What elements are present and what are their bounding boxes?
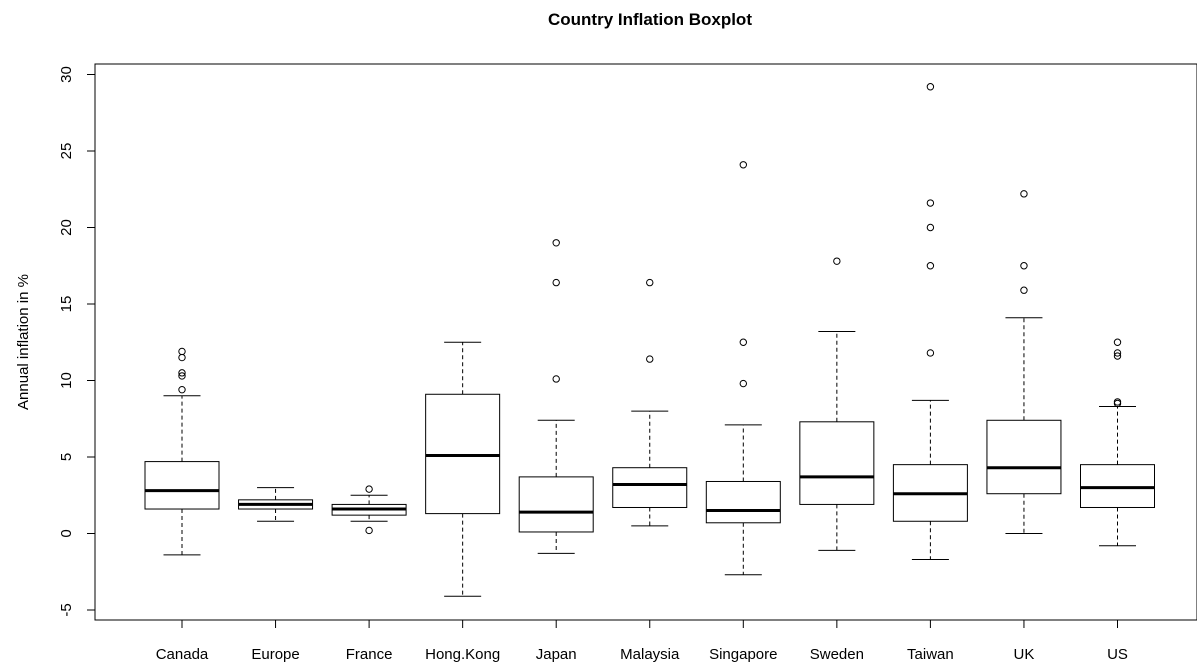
box-malaysia bbox=[612, 278, 688, 527]
outlier-point bbox=[646, 278, 654, 287]
outlier-point bbox=[178, 372, 186, 380]
outlier-point bbox=[1020, 262, 1028, 270]
x-tick-label: Malaysia bbox=[620, 646, 680, 662]
x-tick-label: Hong.Kong bbox=[425, 646, 500, 662]
box-uk bbox=[986, 190, 1062, 534]
iqr-box bbox=[612, 467, 688, 508]
box-us bbox=[1080, 338, 1155, 547]
outlier-point bbox=[926, 349, 935, 357]
iqr-box bbox=[705, 480, 781, 524]
box-canada bbox=[144, 347, 220, 556]
outlier-point bbox=[1113, 338, 1122, 346]
y-tick-label: 5 bbox=[58, 453, 75, 461]
iqr-box bbox=[986, 419, 1062, 495]
y-tick-label: 20 bbox=[58, 219, 75, 236]
outlier-point bbox=[739, 338, 747, 346]
outlier-point bbox=[178, 369, 186, 377]
box-japan bbox=[518, 239, 594, 554]
x-tick-label: France bbox=[346, 646, 393, 662]
y-tick-label: 25 bbox=[58, 143, 75, 160]
box-sweden bbox=[799, 257, 875, 551]
outlier-point bbox=[552, 239, 560, 247]
plot-frame bbox=[94, 63, 1197, 621]
x-tick-label: Japan bbox=[536, 646, 577, 662]
outlier-point bbox=[365, 526, 373, 535]
outlier-point bbox=[926, 262, 935, 270]
outlier-point bbox=[178, 385, 186, 394]
y-tick-label: -5 bbox=[58, 603, 75, 616]
outlier-point bbox=[926, 223, 935, 232]
y-axis: -5 0 5 10 15 20 25 30 bbox=[58, 66, 96, 617]
boxes-layer bbox=[144, 83, 1155, 597]
outlier-point bbox=[1113, 349, 1122, 357]
x-tick-label: Europe bbox=[251, 646, 299, 662]
x-tick-label: US bbox=[1107, 646, 1128, 662]
x-tick-label: Taiwan bbox=[907, 646, 954, 662]
outlier-point bbox=[646, 355, 654, 363]
outlier-point bbox=[833, 257, 841, 265]
iqr-box bbox=[425, 393, 501, 515]
outlier-point bbox=[552, 278, 560, 287]
box-singapore bbox=[705, 161, 781, 576]
outlier-point bbox=[178, 347, 186, 356]
y-tick-label: 30 bbox=[58, 66, 75, 83]
outlier-point bbox=[552, 375, 560, 383]
box-hong-kong bbox=[425, 341, 501, 597]
y-axis-label: Annual inflation in % bbox=[15, 274, 32, 410]
chart-title: Country Inflation Boxplot bbox=[548, 10, 752, 29]
outlier-point bbox=[926, 83, 935, 91]
x-tick-label: Sweden bbox=[810, 646, 864, 662]
x-tick-label: UK bbox=[1014, 646, 1035, 662]
box-europe bbox=[238, 487, 314, 522]
iqr-box bbox=[799, 421, 875, 505]
outlier-point bbox=[1020, 190, 1028, 198]
box-taiwan bbox=[892, 83, 968, 561]
x-tick-label: Singapore bbox=[709, 646, 777, 662]
y-tick-label: 10 bbox=[58, 372, 75, 389]
outlier-point bbox=[1113, 352, 1122, 360]
iqr-box bbox=[1080, 464, 1155, 508]
outlier-point bbox=[1113, 398, 1122, 406]
iqr-box bbox=[518, 476, 594, 533]
box-france bbox=[331, 485, 407, 535]
outlier-point bbox=[739, 379, 747, 388]
outlier-point bbox=[365, 485, 373, 493]
outlier-point bbox=[1020, 286, 1028, 294]
x-tick-label: Canada bbox=[156, 646, 209, 662]
outlier-point bbox=[739, 161, 747, 169]
iqr-box bbox=[144, 461, 220, 510]
y-tick-label: 15 bbox=[58, 296, 75, 313]
outlier-point bbox=[926, 199, 935, 207]
x-axis: Canada Europe France Hong.Kong Japan Malaysia… bbox=[156, 619, 1128, 662]
y-tick-label: 0 bbox=[58, 529, 75, 537]
outlier-point bbox=[178, 353, 186, 362]
